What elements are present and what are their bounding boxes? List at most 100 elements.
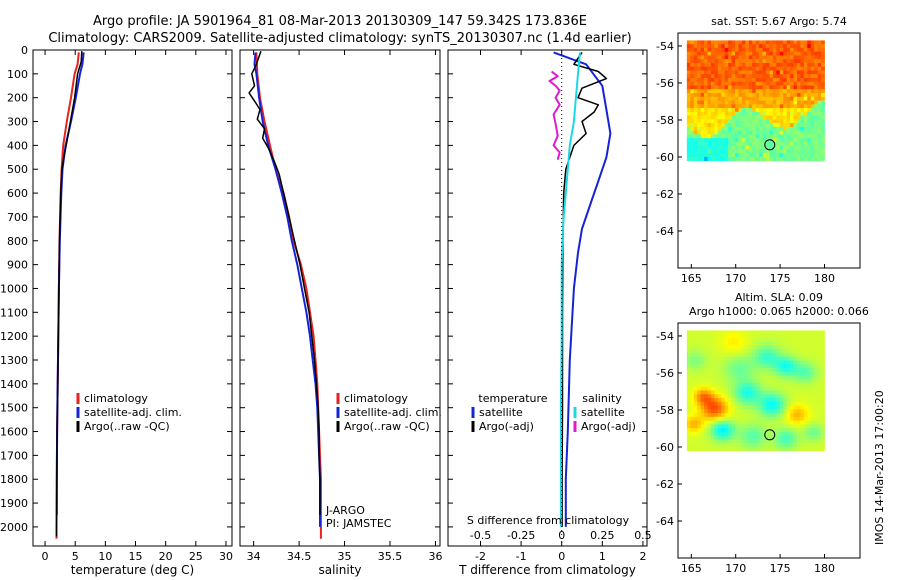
sst_map-cell	[717, 51, 722, 56]
sst_map-cell	[821, 62, 825, 68]
sla_map-cell	[769, 409, 774, 414]
sla_map-cell	[710, 443, 715, 448]
sla_map-cell	[721, 341, 726, 346]
sla_map-cell	[724, 390, 729, 395]
sst_map-cell	[821, 100, 825, 105]
sla_map-cell	[779, 379, 784, 384]
sst_map-cell	[704, 40, 708, 45]
sst_map-cell	[817, 96, 822, 101]
sla_map-cell	[803, 367, 808, 373]
sla_map-cell	[814, 356, 819, 361]
sla_map-cell	[752, 356, 757, 361]
sla_map-cell	[766, 330, 770, 335]
sst_map-cell	[810, 100, 815, 105]
sla_map-cell	[717, 367, 722, 373]
sla_map-cell	[693, 409, 698, 414]
sla_map-cell	[786, 386, 791, 391]
sst_map-cell	[710, 55, 715, 60]
sst_map-cell	[728, 44, 732, 49]
sst_map-cell	[783, 62, 788, 68]
sla_map-cell	[752, 428, 757, 433]
sla_map-cell	[710, 439, 715, 444]
sla_map-cell	[803, 360, 808, 365]
sst_map-cell	[810, 96, 815, 101]
sla_map-cell	[776, 371, 781, 376]
sst_map-cell	[821, 126, 825, 132]
sla_map-cell	[766, 360, 770, 365]
sst_map-cell	[817, 126, 822, 132]
sst_map-cell	[686, 138, 691, 143]
sla_map-cell	[710, 337, 715, 343]
sst_map-cell	[686, 89, 691, 94]
sla_map-cell	[714, 431, 719, 437]
sla_map-cell	[745, 409, 750, 414]
sla_map-cell	[817, 409, 822, 414]
sla_map-cell	[745, 405, 750, 410]
sst_map-cell	[728, 138, 732, 143]
sla_map-cell	[766, 337, 770, 343]
sla_map-cell	[728, 439, 732, 444]
sst_map-cell	[807, 149, 812, 154]
sla_map-cell	[721, 420, 726, 425]
sst_map-cell	[728, 130, 732, 135]
sst_map-cell	[759, 85, 763, 90]
sla_map-cell	[748, 386, 753, 391]
sst_map-cell	[800, 145, 805, 150]
sla_map-cell	[779, 356, 784, 361]
sst_map-cell	[741, 81, 746, 86]
sla_map-cell	[772, 352, 777, 358]
sst_map-cell	[817, 66, 822, 71]
sla_map-cell	[755, 398, 760, 403]
sla_map-cell	[748, 375, 753, 380]
sst_map-cell	[796, 115, 801, 120]
sla_map-cell	[728, 428, 732, 433]
sla_map-cell	[783, 413, 788, 418]
sst_map-cell	[779, 47, 784, 53]
sst_map-cell	[748, 74, 753, 79]
sst_map-cell	[728, 47, 732, 53]
sst_map-cell	[821, 96, 825, 101]
sla_map-cell	[748, 379, 753, 384]
sla_map-cell	[776, 435, 781, 440]
sst_map-cell	[700, 100, 705, 105]
sla_map-cell	[735, 352, 739, 358]
sla_map-cell	[821, 360, 825, 365]
sst_map-cell	[776, 145, 781, 150]
sst_map-cell	[762, 115, 767, 120]
sla_map-cell	[810, 375, 815, 380]
sla_map-cell	[741, 349, 746, 354]
sst_map-cell	[686, 123, 691, 128]
sst_map-cell	[762, 59, 767, 64]
sla_map-cell	[762, 446, 767, 452]
sst_map-cell	[704, 123, 708, 128]
sst_map-cell	[700, 74, 705, 79]
sst_map-cell	[759, 70, 763, 75]
sla_map-cell	[693, 446, 698, 452]
sla_map-cell	[707, 443, 712, 448]
sst_map-cell	[752, 130, 757, 135]
sla_map-cell	[735, 390, 739, 395]
sst_map-cell	[738, 108, 743, 113]
sla_map-cell	[814, 352, 819, 358]
sla_map-cell	[817, 386, 822, 391]
sst_map-cell	[769, 55, 774, 60]
sst_map-cell	[697, 126, 702, 132]
sla_map-cell	[728, 401, 732, 406]
sst_map-cell	[796, 104, 801, 109]
sla_map-cell	[700, 383, 705, 388]
sla_map-cell	[769, 345, 774, 350]
sla_map-cell	[728, 431, 732, 437]
sla_map-cell	[790, 364, 794, 369]
sla_map-cell	[721, 443, 726, 448]
sla_map-cell	[731, 446, 736, 452]
sst_map-cell	[817, 153, 822, 158]
sla_map-cell	[821, 446, 825, 452]
sst_map-cell	[762, 40, 767, 45]
sla_map-cell	[821, 428, 825, 433]
sla_map-cell	[762, 360, 767, 365]
sst_map-cell	[807, 85, 812, 90]
sla_map-cell	[735, 360, 739, 365]
sst_map-cell	[772, 55, 777, 60]
temperature-axes-box	[32, 49, 233, 547]
sst_map-cell	[710, 66, 715, 71]
